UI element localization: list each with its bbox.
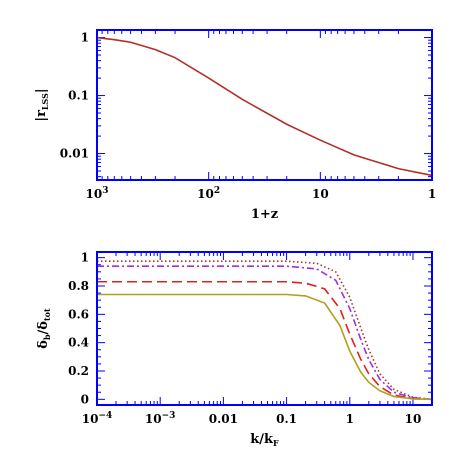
series-line-4 (97, 293, 433, 401)
x-tick-label: 10 (405, 412, 422, 426)
y-tick-label: 1 (81, 31, 89, 45)
series-line-3 (97, 280, 433, 401)
y-tick-label: 0.1 (68, 89, 89, 103)
panel-2: 10−4 10−3 0.01 0.1 1 10 0 0.2 0.4 0.6 0.8 1 k/kF δb/δ… (36, 251, 433, 448)
y-axis-label: |rLSS| (34, 88, 50, 121)
y-tick-label: 0.2 (68, 364, 89, 378)
plot-frame (96, 251, 433, 406)
x-tick-label: 10−3 (145, 411, 176, 426)
x-tick-label: 10 (312, 187, 329, 201)
y-axis-label: δb/δtot (36, 308, 52, 349)
y-tick-label: 0.6 (68, 307, 89, 321)
y-tick-label: 0.8 (68, 279, 89, 293)
x-tick-label: 0.01 (209, 412, 238, 426)
series-line-1 (96, 36, 433, 177)
x-tick-label: 0.1 (276, 412, 297, 426)
y-tick-label: 0.4 (68, 336, 89, 350)
y-tick-label: 0.01 (60, 147, 89, 161)
x-tick-label: 1 (346, 412, 354, 426)
x-tick-label: 10−4 (82, 411, 113, 426)
x-tick-label: 1 (428, 187, 436, 201)
x-axis-label: 1+z (251, 207, 278, 222)
x-tick-label: 102 (197, 186, 220, 201)
x-tick-label: 103 (86, 186, 109, 201)
y-tick-label: 0 (81, 392, 89, 406)
series-line-2 (97, 265, 433, 401)
plot-frame (96, 29, 433, 181)
x-axis-label: k/kF (250, 432, 279, 448)
panel-1: 103 102 10 110.10.011+z|rLSS| (34, 29, 436, 222)
y-tick-label: 1 (81, 251, 89, 265)
